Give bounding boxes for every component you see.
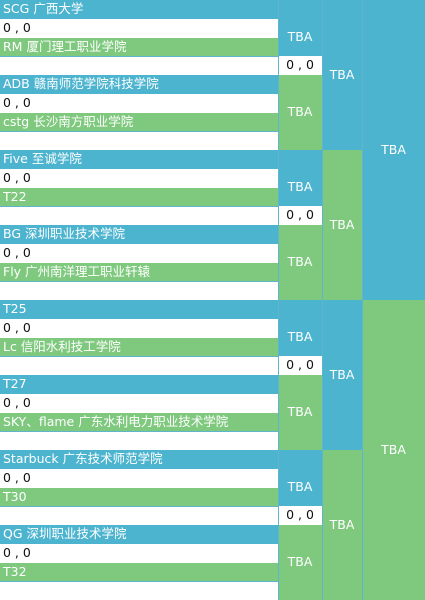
match-result[interactable]: TBA (278, 375, 322, 450)
match-result[interactable]: TBA (322, 300, 362, 450)
match-score: 0 , 0 (0, 243, 278, 263)
match-result[interactable]: TBA (278, 525, 322, 600)
team-name[interactable]: cstg 长沙南方职业学院 (0, 112, 278, 132)
match-score: 0 , 0 (278, 56, 322, 75)
team-name[interactable]: Five 至诚学院 (0, 150, 278, 169)
match-result[interactable]: TBA (362, 300, 425, 600)
team-name[interactable]: Lc 信阳水利技工学院 (0, 337, 278, 357)
team-name[interactable]: Fly 广州南洋理工职业轩辕 (0, 262, 278, 282)
bracket-connector (0, 356, 278, 358)
bracket-connector (278, 0, 279, 600)
team-name[interactable]: T30 (0, 487, 278, 507)
bracket-connector (362, 0, 363, 600)
team-name[interactable]: T27 (0, 375, 278, 394)
match-score: 0 , 0 (0, 18, 278, 38)
match-score: 0 , 0 (278, 206, 322, 225)
match-score: 0 , 0 (0, 468, 278, 488)
team-name[interactable]: T25 (0, 300, 278, 319)
team-name[interactable]: ADB 赣南师范学院科技学院 (0, 75, 278, 94)
match-score: 0 , 0 (278, 356, 322, 375)
team-name[interactable]: SCG 广西大学 (0, 0, 278, 19)
team-name[interactable]: Starbuck 广东技术师范学院 (0, 450, 278, 469)
bracket-connector (0, 431, 278, 433)
match-result[interactable]: TBA (278, 225, 322, 300)
match-result[interactable]: TBA (322, 150, 362, 300)
bracket-connector (0, 506, 278, 508)
match-score: 0 , 0 (0, 168, 278, 188)
bracket-connector (0, 56, 278, 58)
bracket-connector (0, 581, 278, 583)
team-name[interactable]: SKY、flame 广东水利电力职业技术学院 (0, 412, 278, 432)
bracket-connector (322, 0, 323, 600)
bracket-connector (0, 131, 278, 133)
team-name[interactable]: T32 (0, 562, 278, 582)
team-name[interactable]: BG 深圳职业技术学院 (0, 225, 278, 244)
team-name[interactable]: RM 厦门理工职业学院 (0, 37, 278, 57)
match-result[interactable]: TBA (362, 0, 425, 300)
team-name[interactable]: T22 (0, 187, 278, 207)
match-score: 0 , 0 (0, 393, 278, 413)
match-score: 0 , 0 (278, 506, 322, 525)
match-score: 0 , 0 (0, 93, 278, 113)
match-score: 0 , 0 (0, 543, 278, 563)
bracket-connector (0, 281, 278, 283)
team-name[interactable]: QG 深圳职业技术学院 (0, 525, 278, 544)
match-result[interactable]: TBA (322, 0, 362, 150)
match-score: 0 , 0 (0, 318, 278, 338)
bracket-connector (0, 206, 278, 208)
match-result[interactable]: TBA (322, 450, 362, 600)
match-result[interactable]: TBA (278, 75, 322, 150)
